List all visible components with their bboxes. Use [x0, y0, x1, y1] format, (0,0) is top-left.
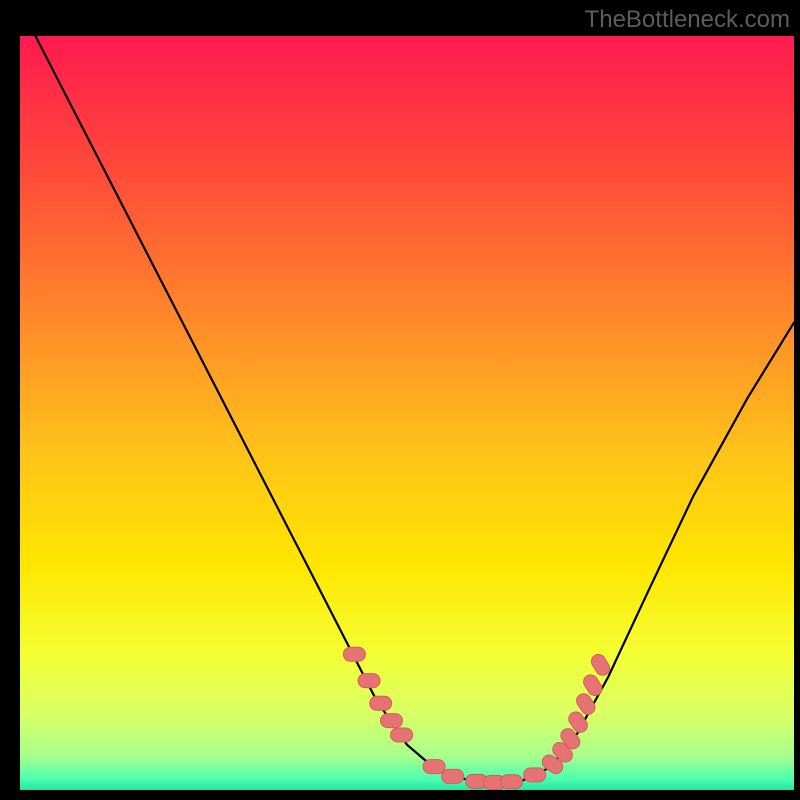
chart-background	[20, 36, 794, 790]
chart-svg	[20, 36, 794, 790]
curve-marker	[370, 696, 392, 710]
curve-marker	[442, 769, 464, 783]
curve-marker	[391, 728, 413, 742]
chart-plot-area	[20, 36, 794, 790]
attribution-text: TheBottleneck.com	[585, 6, 790, 34]
curve-marker	[524, 768, 546, 782]
curve-marker	[358, 674, 380, 688]
curve-marker	[500, 775, 522, 789]
curve-marker	[381, 714, 403, 728]
curve-marker	[423, 760, 445, 774]
curve-marker	[343, 647, 365, 661]
